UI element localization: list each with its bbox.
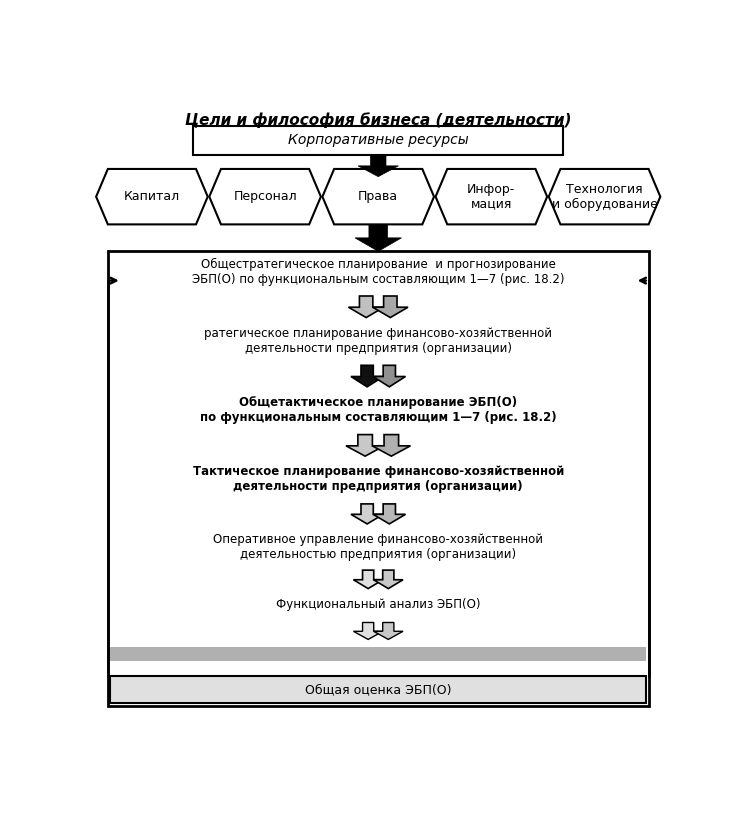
Polygon shape — [210, 169, 321, 224]
Text: ратегическое планирование финансово-хозяйственной
деятельности предприятия (орга: ратегическое планирование финансово-хозя… — [204, 327, 552, 355]
Text: Персонал: Персонал — [233, 190, 297, 204]
Polygon shape — [373, 296, 408, 317]
Polygon shape — [351, 504, 383, 524]
Polygon shape — [549, 169, 661, 224]
Polygon shape — [373, 365, 405, 386]
Text: Цели и философия бизнеса (деятельности): Цели и философия бизнеса (деятельности) — [185, 113, 571, 129]
Text: Общая оценка ЭБП(О): Общая оценка ЭБП(О) — [305, 683, 452, 696]
Polygon shape — [373, 570, 403, 588]
Text: Общестратегическое планирование  и прогнозирование
ЭБП(О) по функциональным сост: Общестратегическое планирование и прогно… — [192, 258, 565, 286]
Polygon shape — [346, 434, 384, 456]
Text: Капитал: Капитал — [124, 190, 180, 204]
Polygon shape — [355, 224, 401, 251]
Text: Тактическое планирование финансово-хозяйственной
деятельности предприятия (орган: Тактическое планирование финансово-хозяй… — [193, 466, 564, 494]
Polygon shape — [435, 169, 547, 224]
Text: Технология
и оборудование: Технология и оборудование — [551, 183, 658, 211]
Text: Оперативное управление финансово-хозяйственной
деятельностью предприятия (органи: Оперативное управление финансово-хозяйст… — [213, 533, 543, 561]
Polygon shape — [373, 622, 403, 639]
Polygon shape — [373, 504, 405, 524]
Polygon shape — [323, 169, 434, 224]
Text: Общетактическое планирование ЭБП(О)
по функциональным составляющим 1—7 (рис. 18.: Общетактическое планирование ЭБП(О) по ф… — [200, 396, 556, 424]
Polygon shape — [96, 169, 207, 224]
Polygon shape — [354, 622, 383, 639]
Text: Инфор-
мация: Инфор- мация — [467, 183, 516, 211]
Text: Функциональный анализ ЭБП(О): Функциональный анализ ЭБП(О) — [276, 598, 480, 611]
FancyBboxPatch shape — [110, 647, 646, 661]
Polygon shape — [358, 155, 399, 176]
Polygon shape — [351, 365, 383, 386]
FancyBboxPatch shape — [108, 251, 649, 705]
Text: Права: Права — [358, 190, 399, 204]
FancyBboxPatch shape — [193, 126, 563, 155]
Polygon shape — [354, 570, 383, 588]
Polygon shape — [372, 434, 410, 456]
Polygon shape — [348, 296, 384, 317]
Text: Корпоративные ресурсы: Корпоративные ресурсы — [288, 133, 469, 147]
FancyBboxPatch shape — [110, 676, 646, 704]
